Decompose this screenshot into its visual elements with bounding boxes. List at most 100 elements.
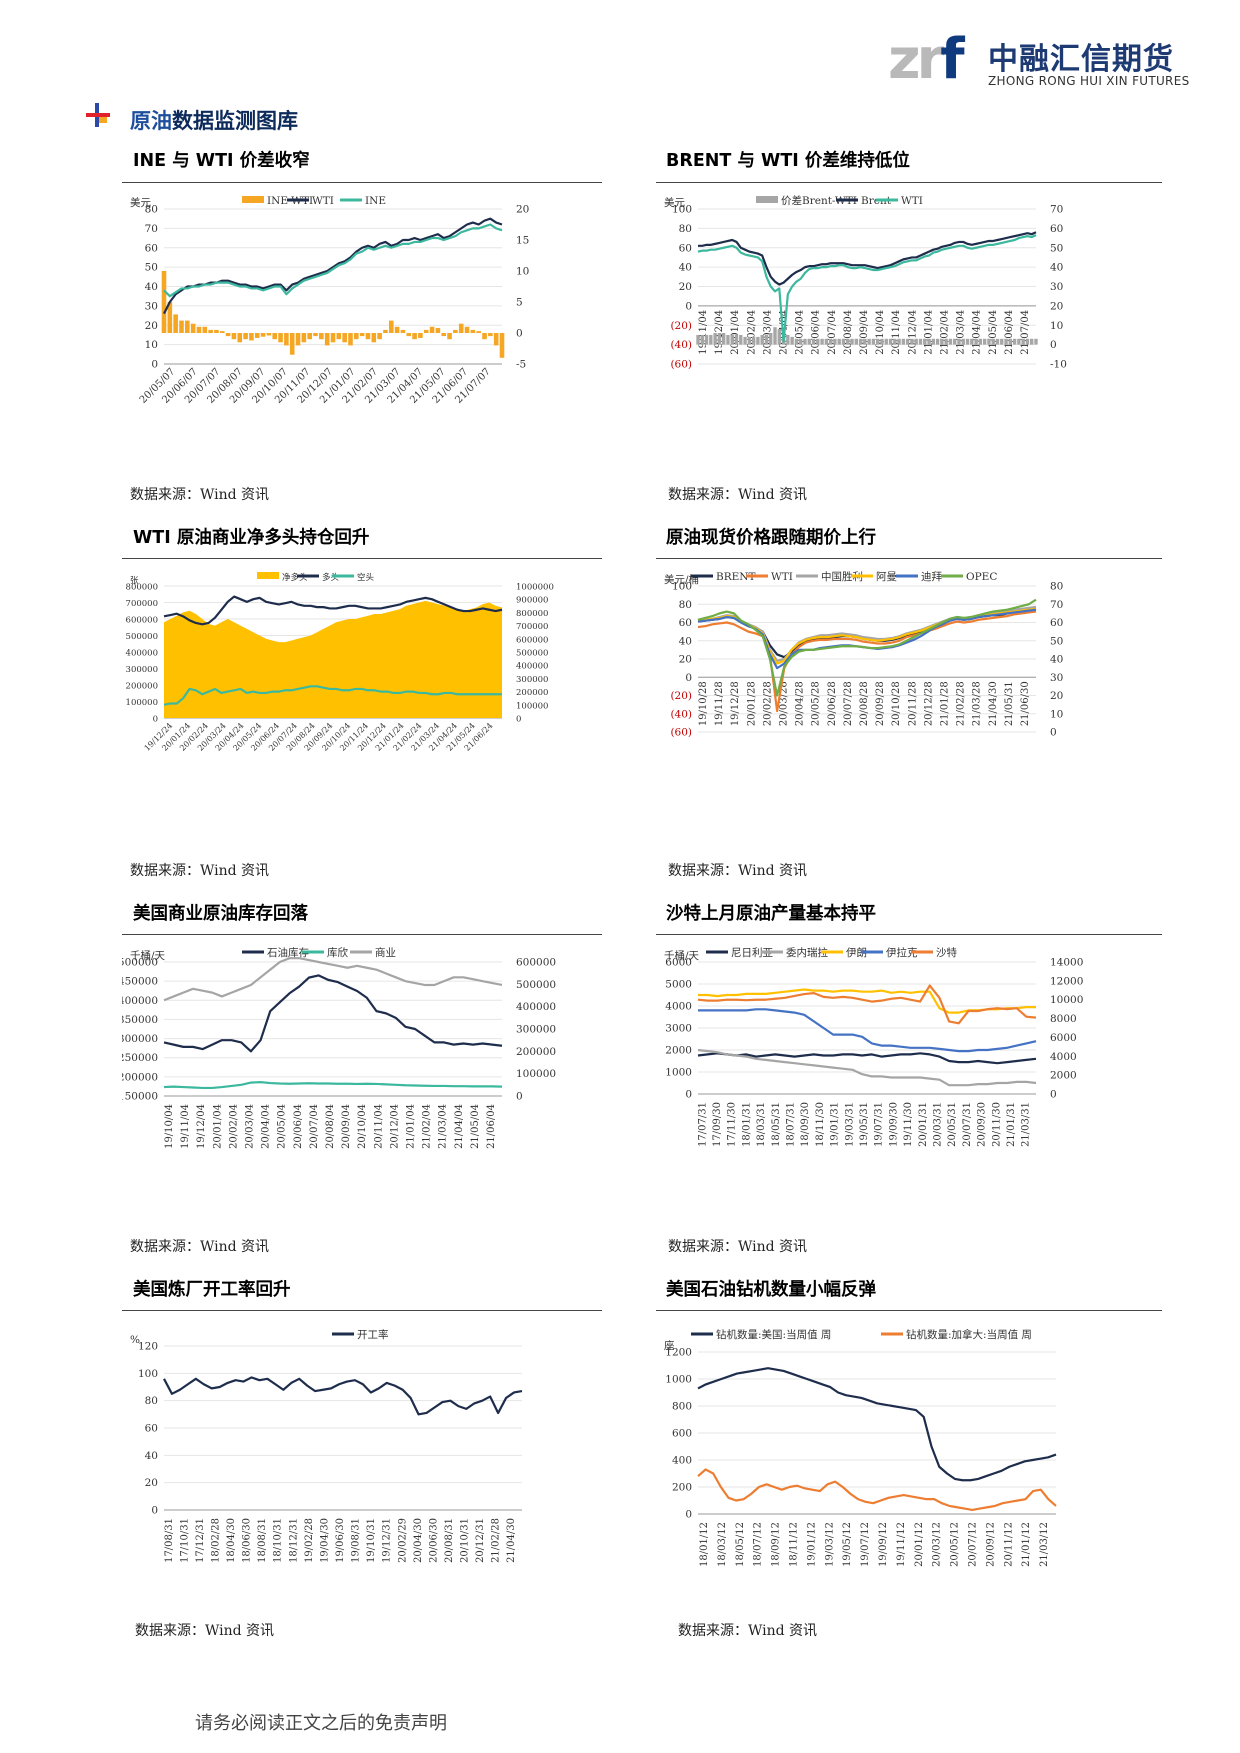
legend-swatch xyxy=(257,572,279,579)
x-tick-label: 20/03/28 xyxy=(779,681,790,726)
bar xyxy=(944,338,948,345)
x-tick-label: 20/11/30 xyxy=(991,1102,1002,1147)
legend-swatch xyxy=(756,196,778,203)
y2-tick-label: 600000 xyxy=(516,635,548,645)
y2-tick-label: 20 xyxy=(516,204,529,216)
legend-label: 钻机数量:美国:当周值 周 xyxy=(716,1328,831,1341)
company-logo: zrf 中融汇信期货 ZHONG RONG HUI XIN FUTURES xyxy=(888,28,1189,92)
bar xyxy=(359,333,365,337)
y-tick-label: 20 xyxy=(679,281,692,293)
chart-opec-output: 千桶/天 0 1000 2000 3000 4000 5000 6000 0 2000 4000 60… xyxy=(664,946,1083,1147)
bar xyxy=(910,338,914,345)
y-tick-label: 200000 xyxy=(126,682,158,692)
panel-title-brent-wti: BRENT 与 WTI 价差维持低位 xyxy=(666,151,910,171)
y-tick-label: 60 xyxy=(145,242,158,254)
bar xyxy=(1004,338,1008,345)
bar xyxy=(161,271,167,333)
source-note: 数据来源：Wind 资讯 xyxy=(130,1239,270,1255)
y-tick-label: 0 xyxy=(685,1089,692,1101)
title-rule xyxy=(122,182,602,183)
x-tick-label: 19/07/12 xyxy=(860,1522,871,1567)
legend-label: INE xyxy=(365,195,386,207)
bar xyxy=(978,338,983,345)
x-tick-label: 19/11/04 xyxy=(698,310,709,355)
legend-label: 开工率 xyxy=(357,1328,389,1341)
bar xyxy=(482,333,487,340)
bar xyxy=(301,333,307,343)
bar xyxy=(760,334,764,345)
series-line xyxy=(697,984,1037,1025)
x-tick-label: 18/02/28 xyxy=(210,1518,221,1563)
x-tick-label: 21/05/04 xyxy=(988,310,999,355)
y-tick-label: (40) xyxy=(670,708,692,720)
series-line xyxy=(163,217,503,315)
bar xyxy=(412,333,417,340)
bar xyxy=(816,338,820,345)
source-note: 数据来源：Wind 资讯 xyxy=(668,487,808,503)
bar xyxy=(249,333,254,341)
x-tick-label: 20/06/28 xyxy=(827,681,838,726)
x-tick-label: 18/04/30 xyxy=(226,1518,237,1563)
y-tick-label: 800000 xyxy=(126,583,158,593)
chart-ine-wti-spread: 美元01020304050607080-50510152020/05/0720/… xyxy=(130,195,529,406)
x-tick-label: 20/02/04 xyxy=(228,1104,239,1149)
y2-tick-label: 40 xyxy=(1050,654,1063,666)
chart-us-inventory: 千桶/天 1150000 1200000 1250000 1300000 1350000 1… xyxy=(122,946,556,1149)
x-tick-label: 21/02/28 xyxy=(956,681,967,726)
y-axis-label: 座 xyxy=(664,1339,675,1352)
x-tick-label: 18/10/31 xyxy=(273,1518,284,1563)
y-tick-label: 120 xyxy=(138,1341,158,1353)
bar xyxy=(803,338,807,345)
bar xyxy=(773,327,777,345)
x-tick-label: 17/10/31 xyxy=(179,1518,190,1563)
bar xyxy=(214,329,219,333)
bar xyxy=(696,334,700,345)
x-tick-label: 21/07/04 xyxy=(1020,310,1031,355)
y2-tick-label: 5 xyxy=(516,297,523,309)
series-line xyxy=(163,957,503,1002)
x-tick-label: 19/09/12 xyxy=(878,1522,889,1567)
bar xyxy=(876,338,880,345)
y-tick-label: 1400000 xyxy=(122,995,158,1007)
bar xyxy=(470,329,476,333)
x-tick-label: 20/05/12 xyxy=(950,1522,961,1567)
y-tick-label: 10 xyxy=(145,339,158,351)
x-tick-label: 20/01/31 xyxy=(918,1102,929,1147)
y-tick-label: 5000 xyxy=(665,979,692,991)
bar xyxy=(850,338,854,345)
y-tick-label: 100000 xyxy=(126,698,158,708)
bar xyxy=(488,333,493,337)
bar xyxy=(272,333,278,340)
bar xyxy=(499,333,505,358)
y-tick-label: 0 xyxy=(151,359,158,371)
y-tick-label: 100 xyxy=(672,204,692,216)
x-tick-label: 18/03/12 xyxy=(717,1522,728,1567)
bar xyxy=(354,333,359,340)
x-tick-label: 20/01/12 xyxy=(914,1522,925,1567)
series-line xyxy=(163,685,502,706)
legend-label: 钻机数量:加拿大:当周值 周 xyxy=(906,1328,1032,1341)
panel-title-refinery-rate: 美国炼厂开工率回升 xyxy=(133,1280,291,1300)
x-tick-label: 19/04/30 xyxy=(319,1518,330,1563)
bar xyxy=(284,333,289,346)
x-tick-label: 20/08/04 xyxy=(843,310,854,355)
series-line xyxy=(698,231,1037,286)
x-tick-label: 21/01/04 xyxy=(405,1104,416,1149)
x-tick-label: 20/04/28 xyxy=(795,681,806,726)
series-line xyxy=(697,598,1037,697)
bar xyxy=(1017,338,1021,345)
bar xyxy=(777,329,781,345)
x-tick-label: 20/02/28 xyxy=(762,681,773,726)
legend-label: BRENT xyxy=(716,571,755,583)
y2-tick-label: 8000 xyxy=(1050,1013,1077,1025)
panel-title-us-inventory: 美国商业原油库存回落 xyxy=(133,904,308,924)
chart-brent-wti-spread: 美元 (60) (40) (20) 0 20 40 60 80 100 -10 0 10 20 30 40 50… xyxy=(664,194,1067,371)
bar xyxy=(700,334,704,345)
chart-refinery-rate: % 0 20 40 60 80 100 120 17/08/31 17/10/31 17/12/31… xyxy=(130,1328,523,1563)
x-tick-label: 18/06/30 xyxy=(242,1518,253,1563)
x-tick-label: 19/10/28 xyxy=(698,681,709,726)
bar xyxy=(319,333,324,340)
x-tick-label: 19/11/04 xyxy=(180,1104,191,1149)
y-tick-label: 1150000 xyxy=(122,1091,158,1103)
x-tick-label: 20/07/04 xyxy=(827,310,838,355)
